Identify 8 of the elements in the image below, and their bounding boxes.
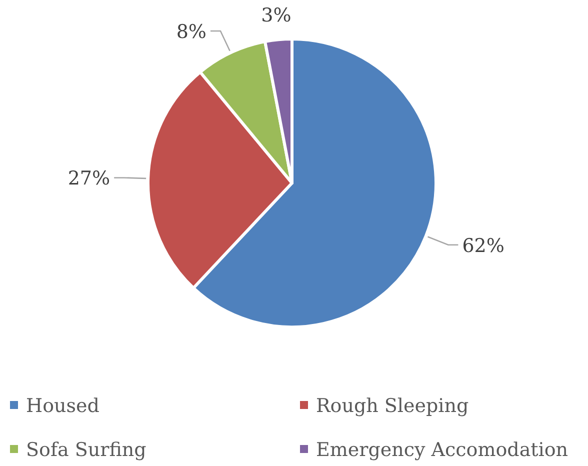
data-label: 62%: [462, 234, 504, 257]
legend-label: Rough Sleeping: [316, 395, 469, 417]
data-label: 3%: [261, 4, 292, 27]
legend-label: Housed: [26, 395, 100, 417]
data-label: 27%: [68, 168, 110, 190]
data-label: 8%: [176, 20, 206, 43]
legend-label: Sofa Surfing: [26, 439, 146, 461]
legend-label: Emergency Accomodation: [316, 439, 568, 461]
